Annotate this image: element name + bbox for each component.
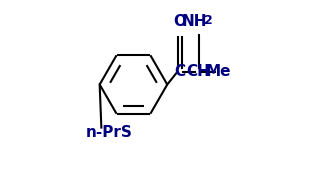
Text: CH: CH <box>187 64 211 79</box>
Text: C: C <box>174 64 186 79</box>
Text: 2: 2 <box>204 14 213 27</box>
Text: Me: Me <box>205 64 231 79</box>
Text: O: O <box>173 14 187 29</box>
Text: NH: NH <box>182 14 207 29</box>
Text: n-PrS: n-PrS <box>85 125 132 140</box>
